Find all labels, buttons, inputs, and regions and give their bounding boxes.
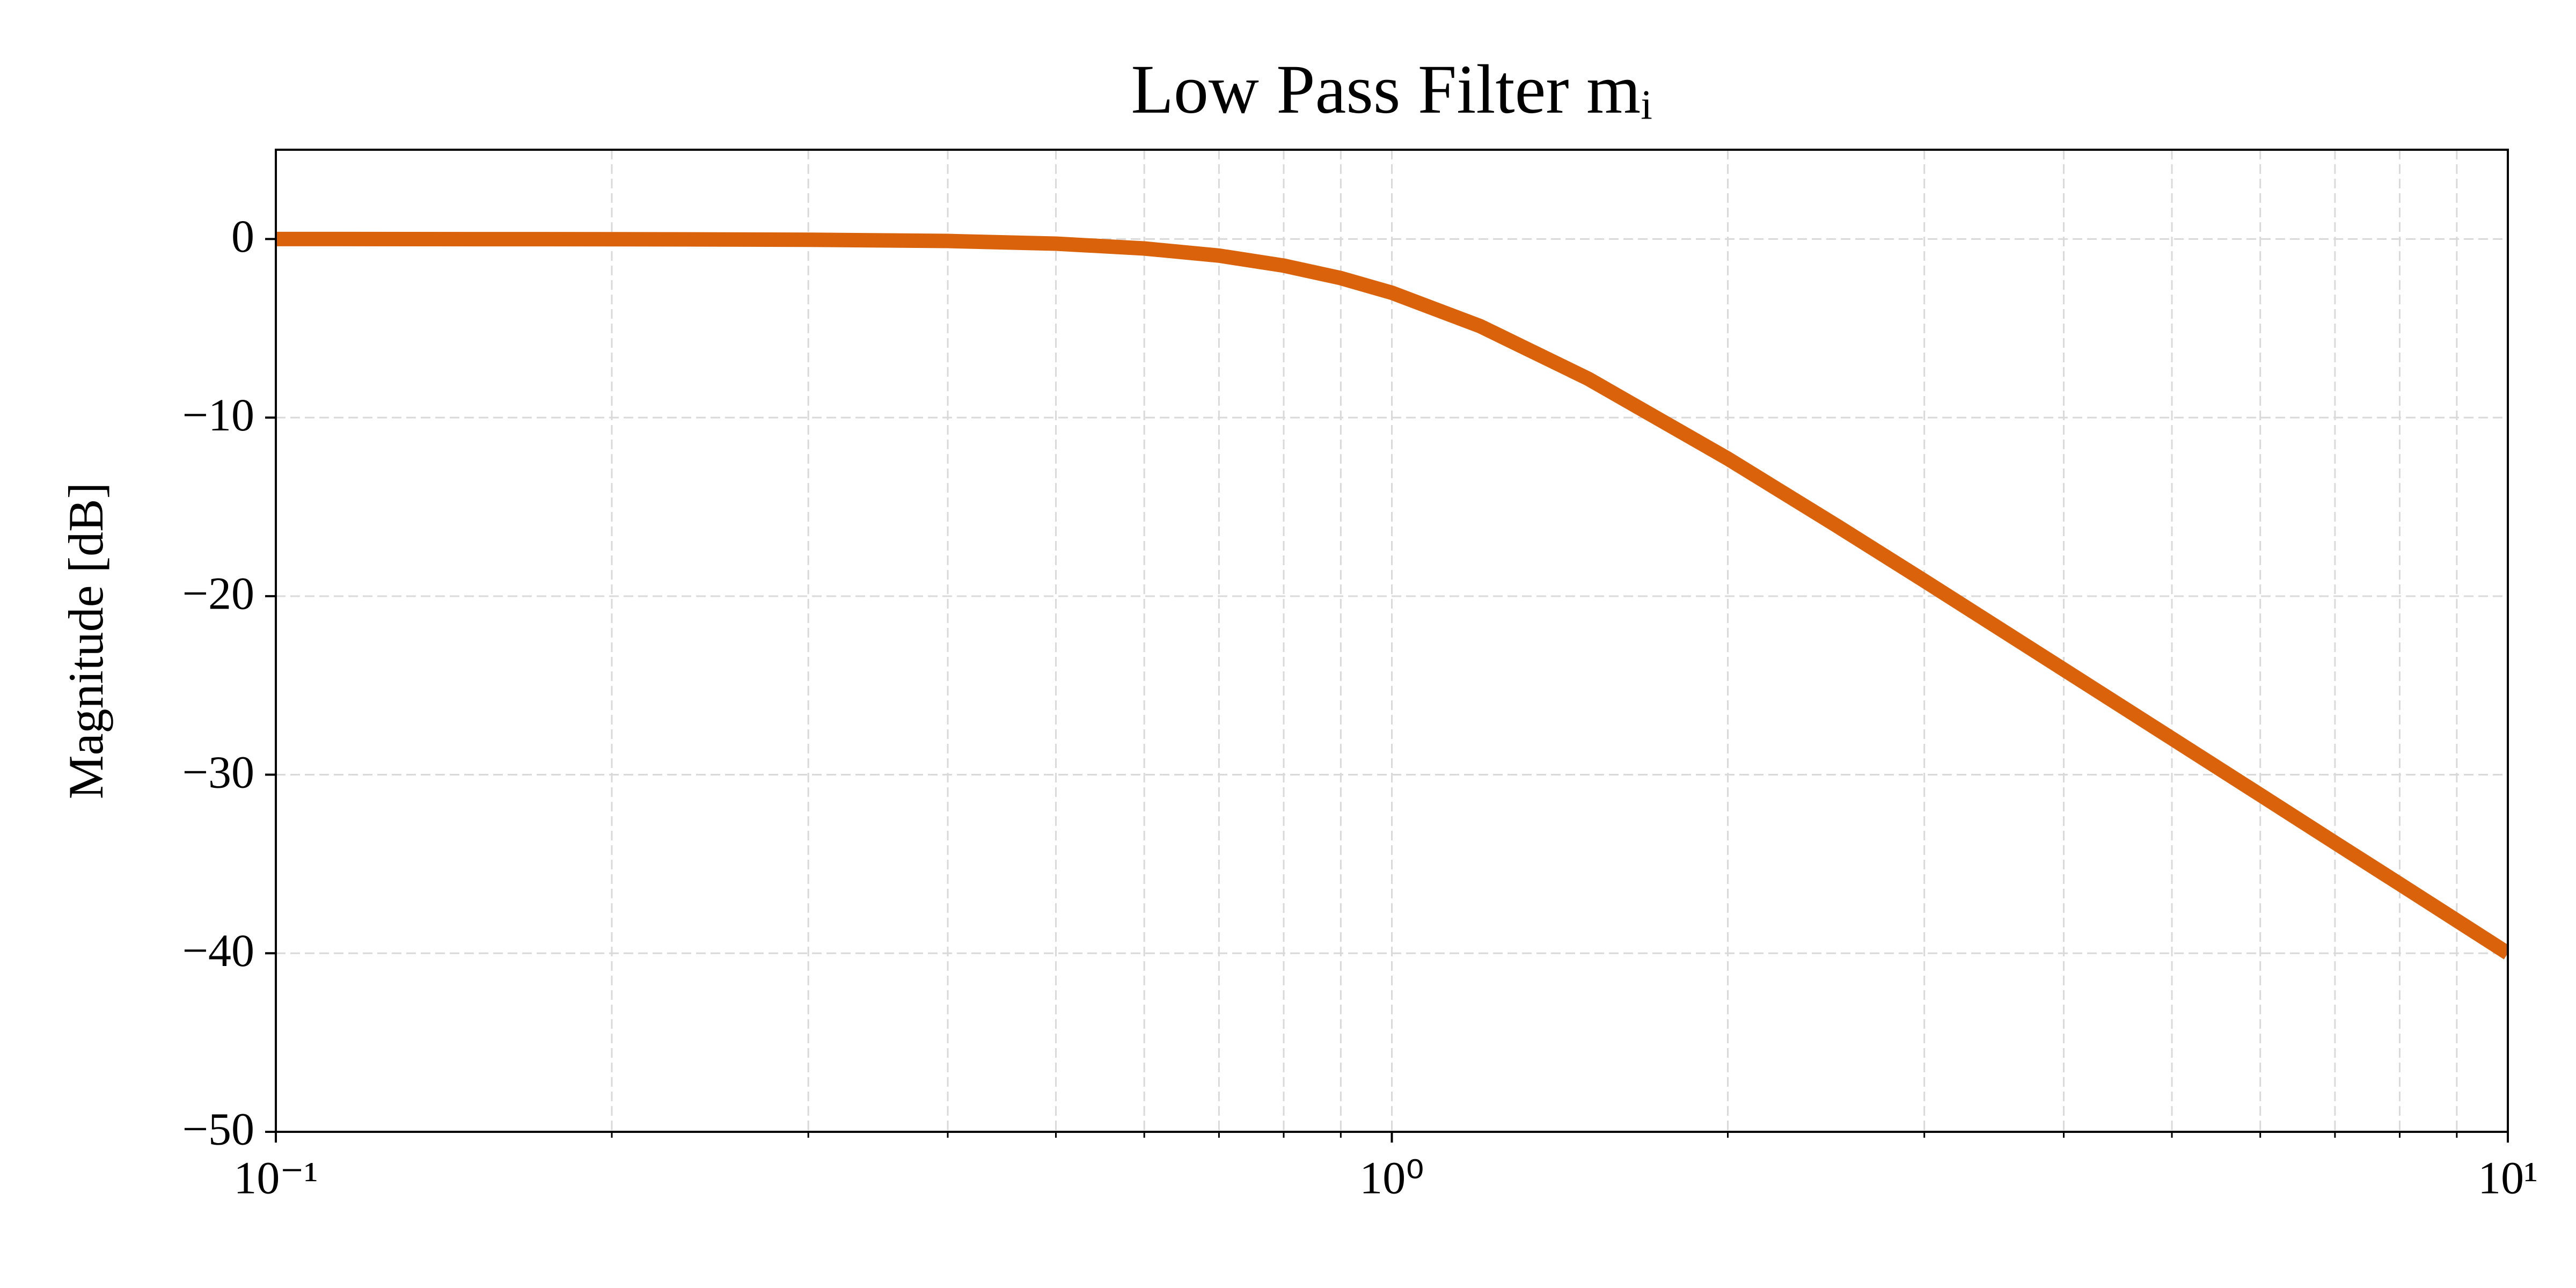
y-tick-label: −20	[182, 568, 254, 619]
y-tick-label: −50	[182, 1103, 254, 1155]
y-tick-label: −40	[182, 925, 254, 976]
x-tick-label: 10¹	[2478, 1152, 2538, 1204]
y-axis-label: Magnitude [dB]	[58, 482, 113, 799]
x-tick-label: 10⁰	[1359, 1152, 1424, 1204]
x-tick-label: 10⁻¹	[233, 1152, 318, 1204]
y-tick-label: −10	[182, 389, 254, 441]
y-tick-label: −30	[182, 746, 254, 797]
y-tick-label: 0	[231, 210, 254, 262]
chart-title: Low Pass Filter mᵢ	[1131, 51, 1652, 128]
line-series	[276, 231, 2508, 960]
